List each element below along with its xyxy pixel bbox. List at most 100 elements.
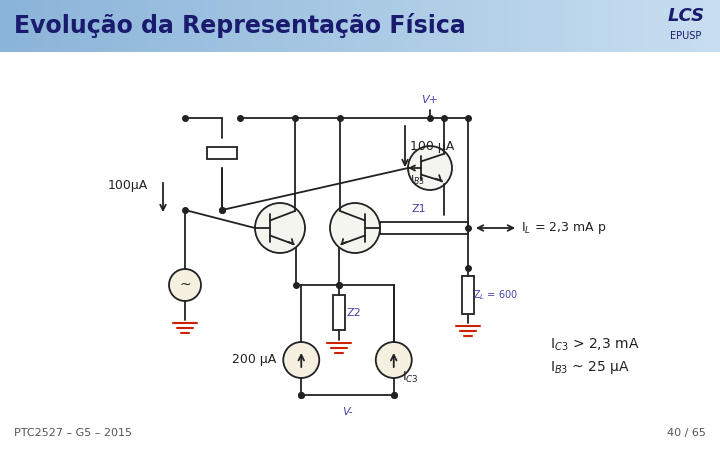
Bar [58,0,61,52]
Bar [439,0,443,52]
Bar [40,0,43,52]
Bar [590,0,594,52]
Text: Z$_L$ = 600: Z$_L$ = 600 [473,288,518,302]
Bar [378,0,382,52]
Bar [450,0,454,52]
Bar [396,0,400,52]
Bar [612,0,616,52]
Bar [108,0,112,52]
Bar [266,0,270,52]
Bar [364,0,367,52]
Bar [554,0,558,52]
Bar [414,0,418,52]
Text: I$_{B3}$: I$_{B3}$ [410,173,425,187]
Bar [292,0,295,52]
Bar [104,0,108,52]
Bar [32,0,36,52]
Bar [410,0,414,52]
Circle shape [169,269,201,301]
Bar [0,0,4,52]
Bar [468,0,472,52]
Bar [97,0,101,52]
Text: EPUSP: EPUSP [670,31,701,41]
Bar [706,0,709,52]
Bar [594,0,598,52]
Bar [338,0,342,52]
Bar [634,0,637,52]
Bar [137,0,140,52]
Bar [374,0,378,52]
Bar [551,0,554,52]
Bar [133,0,137,52]
Bar [662,0,666,52]
Bar [655,0,659,52]
Bar [335,0,338,52]
Bar [511,0,515,52]
Bar [230,0,234,52]
Bar [652,0,655,52]
Bar [25,0,29,52]
Bar [263,0,266,52]
Bar [50,0,54,52]
Bar [7,0,11,52]
Bar [202,0,205,52]
Bar [140,0,144,52]
Bar [400,0,403,52]
Bar [252,0,256,52]
Bar [295,0,299,52]
Bar [486,0,490,52]
Bar [166,0,169,52]
Bar [407,0,410,52]
Text: I$_{C3}$ > 2,3 mA: I$_{C3}$ > 2,3 mA [550,337,639,353]
Bar [462,276,474,314]
Bar [180,0,184,52]
Bar [518,0,522,52]
Text: 100μA: 100μA [108,179,148,192]
Bar [608,0,612,52]
Circle shape [330,203,380,253]
Bar [306,0,310,52]
Bar [83,0,86,52]
Bar [572,0,576,52]
Bar [713,0,716,52]
Bar [677,0,680,52]
Bar [709,0,713,52]
Text: I$_{B3}$ ~ 25 μA: I$_{B3}$ ~ 25 μA [550,360,630,377]
Bar [490,0,493,52]
Bar [220,0,223,52]
Bar [14,0,18,52]
Bar [86,0,90,52]
Bar [522,0,526,52]
Bar [670,0,673,52]
Bar [90,0,94,52]
Bar [256,0,259,52]
Bar [47,0,50,52]
Bar [403,0,407,52]
Bar [601,0,605,52]
Bar [702,0,706,52]
Bar [54,0,58,52]
Bar [331,0,335,52]
Text: I$_L$ = 2,3 mA p: I$_L$ = 2,3 mA p [521,220,606,236]
Bar [194,0,198,52]
Bar [155,0,158,52]
Bar [461,0,464,52]
Bar [302,0,306,52]
Bar [187,0,191,52]
Bar [371,0,374,52]
Bar [497,0,500,52]
Text: 100 μA: 100 μA [410,140,454,153]
Bar [349,0,353,52]
Bar [641,0,644,52]
Bar [130,0,133,52]
Text: LCS: LCS [668,7,705,25]
Bar [644,0,648,52]
Bar [382,0,385,52]
Bar [29,0,32,52]
Bar [324,0,328,52]
Bar [198,0,202,52]
Bar [544,0,547,52]
Circle shape [376,342,412,378]
Bar [472,0,475,52]
Text: 40 / 65: 40 / 65 [667,428,706,438]
